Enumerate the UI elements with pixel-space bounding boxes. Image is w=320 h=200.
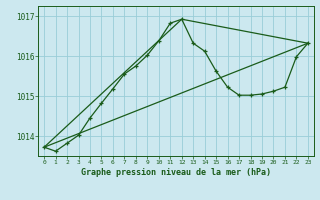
X-axis label: Graphe pression niveau de la mer (hPa): Graphe pression niveau de la mer (hPa) (81, 168, 271, 177)
